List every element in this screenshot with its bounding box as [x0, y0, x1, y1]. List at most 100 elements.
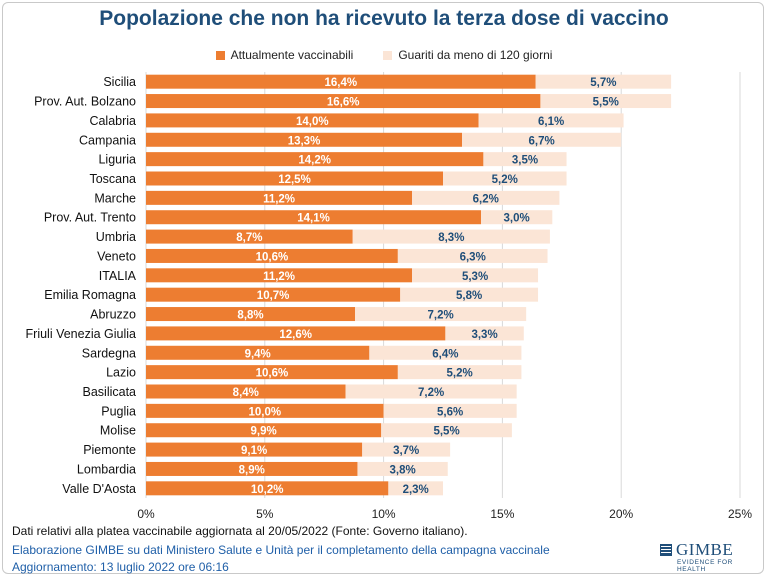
- bar-vaccinabili: [146, 345, 370, 360]
- data-label-guariti: 5,7%: [590, 77, 616, 89]
- data-label-guariti: 5,5%: [593, 97, 619, 109]
- chart-title: Popolazione che non ha ricevuto la terza…: [99, 7, 669, 30]
- data-label-vaccinabili: 10,0%: [248, 406, 281, 418]
- category-label: Sardegna: [82, 346, 136, 360]
- bar-vaccinabili: [146, 229, 353, 244]
- bar-guariti: [397, 248, 548, 263]
- bar-guariti: [540, 94, 672, 109]
- legend-item-guariti: Guariti da meno di 120 giorni: [383, 48, 552, 62]
- bar-guariti: [412, 190, 560, 205]
- x-tick-label: 25%: [728, 507, 752, 521]
- data-label-guariti: 8,3%: [438, 232, 464, 244]
- data-label-guariti: 3,7%: [393, 445, 419, 457]
- data-label-guariti: 2,3%: [403, 484, 429, 496]
- data-label-vaccinabili: 8,7%: [236, 232, 262, 244]
- bar-vaccinabili: [146, 152, 484, 167]
- category-label: Calabria: [89, 114, 136, 128]
- legend-item-vaccinabili: Attualmente vaccinabili: [215, 48, 353, 62]
- bar-guariti: [397, 365, 522, 380]
- bar-guariti: [483, 152, 567, 167]
- data-label-vaccinabili: 10,6%: [256, 368, 289, 380]
- bar-guariti: [388, 481, 443, 496]
- bar-guariti: [462, 132, 622, 147]
- bar-guariti: [381, 423, 512, 438]
- data-label-guariti: 3,0%: [504, 213, 530, 225]
- category-label: Lazio: [106, 366, 136, 380]
- bar-vaccinabili: [146, 287, 401, 302]
- bar-guariti: [357, 461, 448, 476]
- data-label-vaccinabili: 9,9%: [251, 426, 277, 438]
- bar-guariti: [481, 210, 553, 225]
- category-label: Marche: [94, 191, 136, 205]
- data-label-vaccinabili: 13,3%: [288, 135, 321, 147]
- bar-vaccinabili: [146, 248, 398, 263]
- bar-vaccinabili: [146, 171, 443, 186]
- data-label-guariti: 6,2%: [473, 193, 499, 205]
- data-label-vaccinabili: 10,6%: [256, 251, 289, 263]
- legend-swatch-guariti: [383, 50, 393, 60]
- data-label-guariti: 7,2%: [428, 310, 454, 322]
- category-label: Sicilia: [103, 75, 136, 89]
- category-label: Molise: [100, 424, 136, 438]
- x-tick-label: 15%: [490, 507, 514, 521]
- bar-vaccinabili: [146, 113, 479, 128]
- data-label-vaccinabili: 14,1%: [297, 213, 330, 225]
- footer-elaboration: Elaborazione GIMBE su dati Ministero Sal…: [12, 543, 550, 557]
- bar-guariti: [443, 171, 567, 186]
- bar-guariti: [352, 229, 550, 244]
- bar-vaccinabili: [146, 132, 463, 147]
- data-label-guariti: 3,8%: [389, 464, 415, 476]
- legend-swatch-vaccinabili: [215, 50, 225, 60]
- category-label: Piemonte: [83, 443, 136, 457]
- bar-guariti: [345, 384, 517, 399]
- data-label-vaccinabili: 9,4%: [245, 348, 271, 360]
- data-label-vaccinabili: 9,1%: [241, 445, 267, 457]
- data-label-guariti: 5,6%: [437, 406, 463, 418]
- logo-name: GIMBE: [676, 540, 734, 559]
- bar-guariti: [478, 113, 624, 128]
- data-label-guariti: 6,1%: [538, 116, 564, 128]
- bar-vaccinabili: [146, 210, 482, 225]
- bar-vaccinabili: [146, 268, 413, 283]
- bar-guariti: [362, 442, 451, 457]
- bar-vaccinabili: [146, 326, 446, 341]
- x-tick-label: 5%: [256, 507, 274, 521]
- category-label: Prov. Aut. Trento: [44, 211, 136, 225]
- gimbe-logo: GIMBE EVIDENCE FOR HEALTH: [660, 540, 760, 573]
- data-label-vaccinabili: 11,2%: [263, 193, 295, 205]
- category-label: ITALIA: [99, 269, 137, 283]
- bar-guariti: [400, 287, 539, 302]
- category-label: Valle D'Aosta: [62, 482, 136, 496]
- data-label-vaccinabili: 12,6%: [279, 329, 312, 341]
- category-label: Liguria: [98, 153, 136, 167]
- data-label-vaccinabili: 11,2%: [263, 271, 295, 283]
- footer-update: Aggiornamento: 13 luglio 2022 ore 06:16: [12, 560, 229, 574]
- category-label: Toscana: [89, 172, 136, 186]
- x-tick-label: 0%: [137, 507, 155, 521]
- data-label-vaccinabili: 16,6%: [327, 97, 360, 109]
- data-label-vaccinabili: 14,2%: [298, 155, 331, 167]
- bar-vaccinabili: [146, 481, 389, 496]
- data-label-guariti: 3,3%: [471, 329, 497, 341]
- bar-vaccinabili: [146, 461, 358, 476]
- category-label: Prov. Aut. Bolzano: [34, 95, 136, 109]
- bar-guariti: [369, 345, 522, 360]
- data-label-guariti: 6,3%: [460, 251, 486, 263]
- bar-guariti: [412, 268, 539, 283]
- data-label-vaccinabili: 10,2%: [251, 484, 284, 496]
- data-label-vaccinabili: 8,8%: [237, 310, 263, 322]
- data-label-guariti: 5,8%: [456, 290, 482, 302]
- data-label-vaccinabili: 8,9%: [239, 464, 265, 476]
- bar-guariti: [535, 74, 672, 89]
- bar-vaccinabili: [146, 307, 356, 322]
- data-label-guariti: 3,5%: [512, 155, 538, 167]
- data-label-vaccinabili: 12,5%: [278, 174, 311, 186]
- data-label-guariti: 6,7%: [528, 135, 554, 147]
- category-label: Abruzzo: [90, 308, 136, 322]
- data-label-guariti: 5,3%: [462, 271, 488, 283]
- bar-vaccinabili: [146, 442, 363, 457]
- data-label-guariti: 7,2%: [418, 387, 444, 399]
- footer-source-note: Dati relativi alla platea vaccinabile ag…: [12, 524, 468, 538]
- legend: Attualmente vaccinabili Guariti da meno …: [0, 48, 768, 62]
